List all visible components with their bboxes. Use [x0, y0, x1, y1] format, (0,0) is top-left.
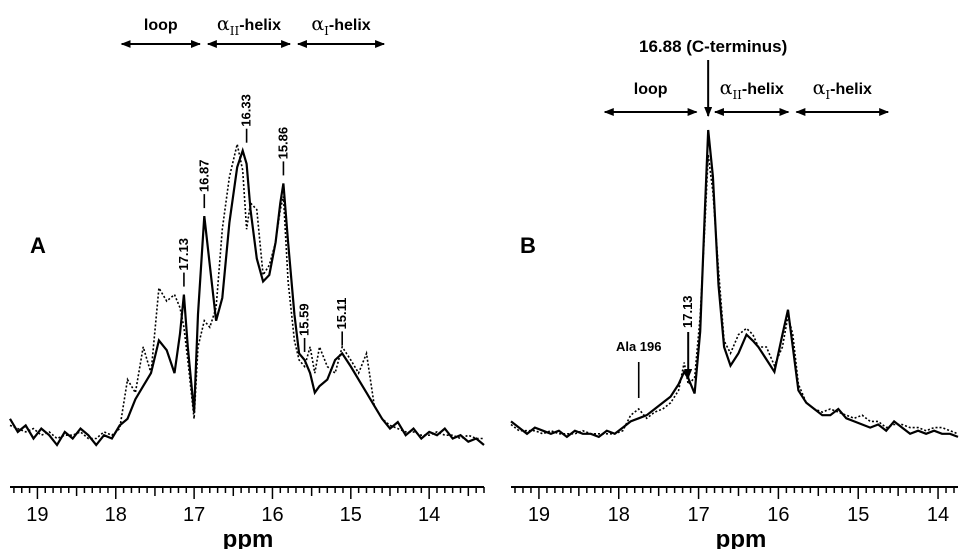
dotted-spectrum-line — [9, 144, 484, 440]
tick-label: 19 — [26, 504, 48, 526]
x-axis-title: ppm — [223, 526, 274, 549]
x-axis: 19 18 17 16 15 14 — [511, 486, 958, 526]
tick-label: 17 — [687, 504, 709, 526]
region-label: αII-helix — [720, 77, 784, 102]
tick-label: 18 — [105, 504, 127, 526]
panel-b: B loop αII-helix αI-helix 16.88 (C-terminu… — [510, 37, 959, 549]
x-axis: 19 18 17 16 15 14 — [10, 486, 485, 526]
tick-label: 19 — [528, 504, 550, 526]
peak-labels: 17.13 16.87 16.33 15.86 15.59 15.11 — [176, 94, 349, 352]
tick-label: 14 — [418, 504, 440, 526]
region-arrows: loop αII-helix αI-helix — [120, 13, 386, 48]
tick-label: 16 — [261, 504, 283, 526]
tick-label: 15 — [847, 504, 869, 526]
panel-a: A loop αII-helix αI-helix 17.1316.8716.331… — [9, 13, 485, 549]
tick-label: 14 — [927, 504, 949, 526]
ala196-label: Ala 196 — [616, 339, 662, 354]
peak-label: 17.13 — [176, 238, 191, 271]
region-arrows: loop αII-helix αI-helix — [603, 77, 890, 116]
solid-spectrum-line — [510, 129, 959, 439]
c-terminus-label: 16.88 (C-terminus) — [639, 37, 787, 56]
tick-label: 18 — [608, 504, 630, 526]
region-label: loop — [634, 81, 668, 98]
tick-label: 15 — [340, 504, 362, 526]
peak-label: 15.59 — [297, 303, 312, 336]
spectra — [9, 144, 485, 447]
peak-label: 16.87 — [196, 160, 211, 193]
tick-label: 17 — [183, 504, 205, 526]
spectra — [510, 129, 959, 439]
panel-label: A — [30, 233, 46, 258]
solid-spectrum-line — [9, 147, 485, 447]
peak-label: 16.33 — [239, 94, 254, 127]
panel-label: B — [520, 233, 536, 258]
region-label: αII-helix — [217, 13, 281, 38]
peak-label: 15.86 — [275, 127, 290, 160]
peak-label: 17.13 — [680, 295, 695, 328]
region-label: αI-helix — [311, 13, 370, 38]
region-label: loop — [144, 17, 178, 34]
x-axis-title: ppm — [716, 526, 767, 549]
region-label: αI-helix — [813, 77, 872, 102]
annotations: 16.88 (C-terminus) 17.13 Ala 196 — [616, 37, 787, 398]
tick-label: 16 — [767, 504, 789, 526]
dotted-spectrum-line — [510, 154, 959, 435]
peak-label: 15.11 — [334, 298, 349, 330]
